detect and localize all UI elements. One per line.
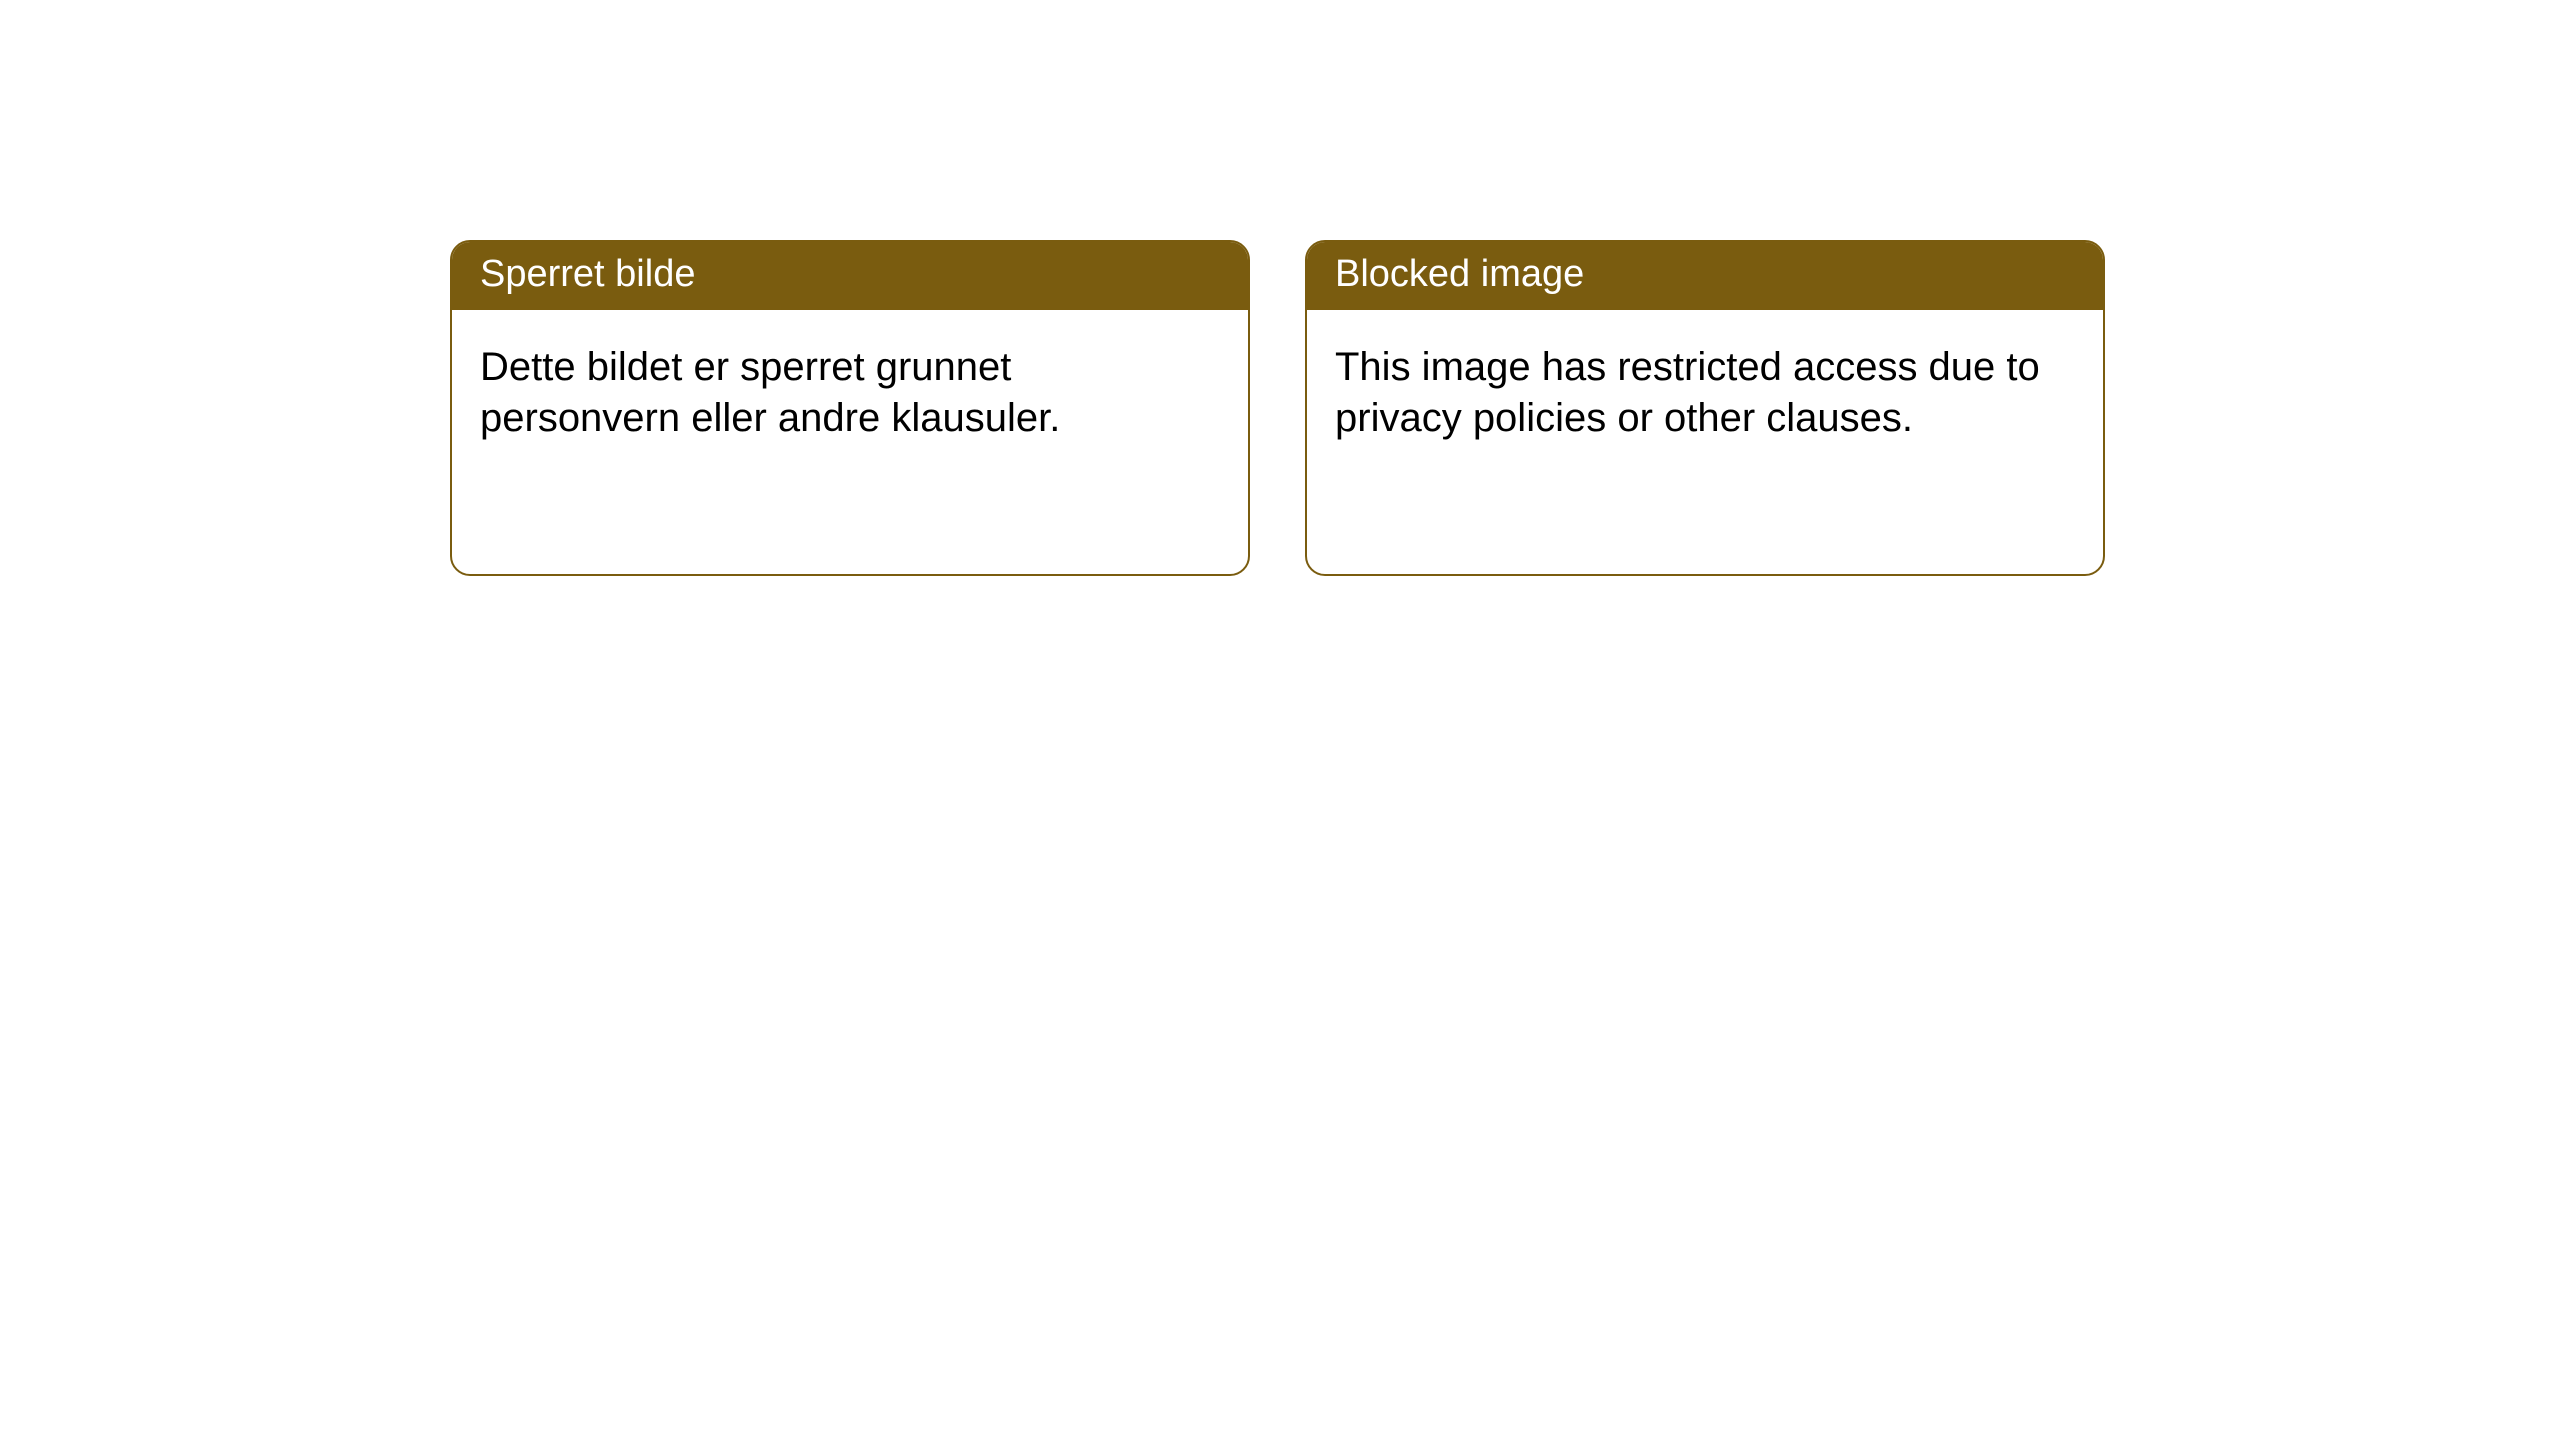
notice-card-english: Blocked image This image has restricted …	[1305, 240, 2105, 576]
card-body: This image has restricted access due to …	[1307, 310, 2103, 476]
notice-card-norwegian: Sperret bilde Dette bildet er sperret gr…	[450, 240, 1250, 576]
card-body-text: Dette bildet er sperret grunnet personve…	[480, 345, 1060, 440]
card-header: Blocked image	[1307, 242, 2103, 310]
card-title: Sperret bilde	[480, 253, 695, 295]
card-title: Blocked image	[1335, 253, 1584, 295]
card-body: Dette bildet er sperret grunnet personve…	[452, 310, 1248, 476]
card-header: Sperret bilde	[452, 242, 1248, 310]
card-body-text: This image has restricted access due to …	[1335, 345, 2040, 440]
notice-cards-container: Sperret bilde Dette bildet er sperret gr…	[0, 0, 2560, 576]
